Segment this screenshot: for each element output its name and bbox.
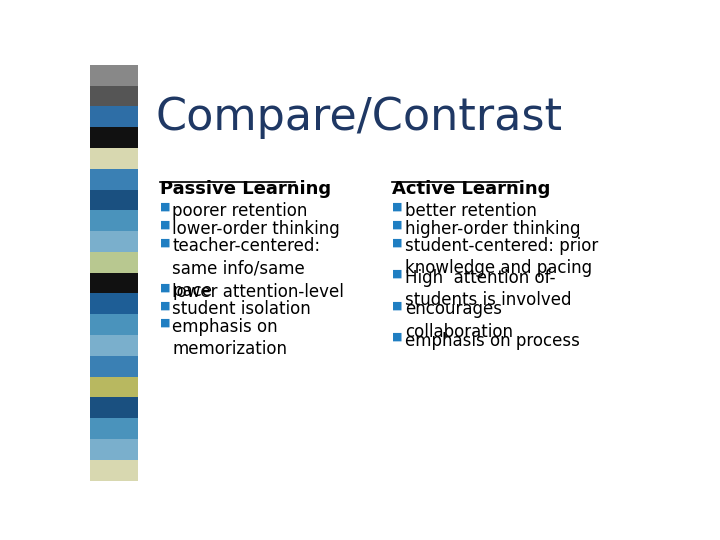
Text: ■: ■ [392,220,402,229]
Bar [90,314,138,335]
Bar [90,65,138,85]
Text: better retention: better retention [405,202,536,220]
Bar [90,127,138,148]
Text: ■: ■ [160,220,170,229]
Bar [90,190,138,211]
Text: encourages
collaboration: encourages collaboration [405,300,513,341]
Text: ■: ■ [392,202,402,212]
Text: higher-order thinking: higher-order thinking [405,220,580,238]
Bar [90,397,138,418]
Bar [90,148,138,168]
Text: Passive Learning: Passive Learning [160,180,331,198]
Bar [90,335,138,356]
Bar [90,418,138,439]
Text: ■: ■ [160,283,170,293]
Text: student isolation: student isolation [172,300,311,319]
Text: ■: ■ [160,202,170,212]
Bar [90,168,138,190]
Bar [90,210,138,231]
Text: High  attention of-
students is involved: High attention of- students is involved [405,269,571,309]
Text: ■: ■ [392,269,402,279]
Bar [90,273,138,294]
Bar [90,439,138,460]
Text: teacher-centered:
same info/same
pace: teacher-centered: same info/same pace [172,237,320,300]
Bar [90,252,138,273]
Bar [90,377,138,397]
Text: ■: ■ [160,237,170,247]
Text: Active Learning: Active Learning [392,180,551,198]
Bar [90,294,138,314]
Text: ■: ■ [392,300,402,310]
Text: lower-order thinking: lower-order thinking [172,220,340,238]
Text: emphasis on
memorization: emphasis on memorization [172,318,287,359]
Text: ■: ■ [160,300,170,310]
Bar [90,106,138,127]
Text: lower attention-level: lower attention-level [172,283,344,301]
Text: poorer retention: poorer retention [172,202,307,220]
Text: Compare/Contrast: Compare/Contrast [156,96,563,139]
Bar [90,231,138,252]
Text: emphasis on process: emphasis on process [405,332,580,350]
Text: ■: ■ [392,237,402,247]
Bar [90,460,138,481]
Text: student-centered: prior
knowledge and pacing: student-centered: prior knowledge and pa… [405,237,598,278]
Bar [90,356,138,377]
Text: ■: ■ [392,332,402,342]
Bar [90,85,138,106]
Text: ■: ■ [160,318,170,328]
